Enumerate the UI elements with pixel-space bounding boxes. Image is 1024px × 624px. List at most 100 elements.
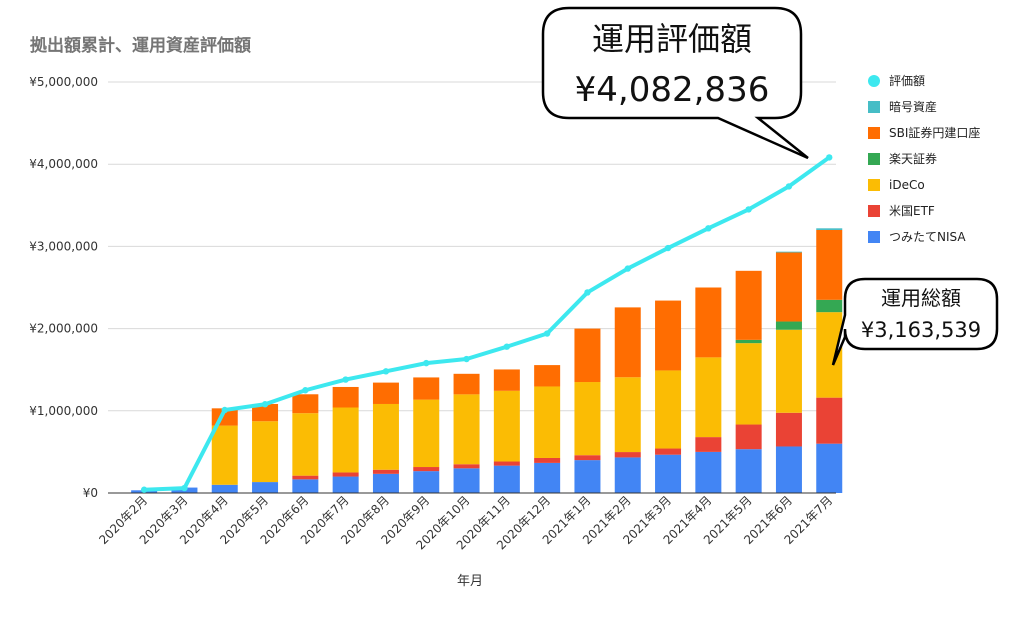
chart-title: 拠出額累計、運用資産評価額 — [30, 35, 251, 56]
callout-title: 運用評価額 — [592, 20, 752, 58]
legend-label: iDeCo — [889, 178, 925, 192]
bar-segment — [372, 473, 399, 493]
y-tick-label: ¥1,000,000 — [29, 404, 98, 418]
bar-segment — [816, 397, 843, 444]
legend-item: 米国ETF — [868, 204, 935, 218]
bars — [131, 228, 843, 493]
bar-segment — [655, 448, 682, 455]
line-point — [221, 406, 228, 414]
bar-segment — [775, 446, 802, 493]
bar-segment — [372, 382, 399, 404]
line-point — [503, 343, 511, 350]
legend-label: 米国ETF — [889, 204, 935, 218]
bar-segment — [493, 465, 520, 493]
legend-item: 評価額 — [868, 73, 925, 88]
line-point — [745, 206, 752, 213]
legend-label: 暗号資産 — [889, 99, 937, 114]
legend-swatch — [868, 75, 880, 87]
bar-segment — [735, 270, 762, 340]
line-point — [423, 359, 430, 367]
legend-label: 楽天証券 — [889, 151, 937, 166]
legend-label: SBI証券円建口座 — [889, 125, 980, 140]
bar-segment — [655, 300, 682, 371]
bar-segment — [614, 452, 641, 458]
legend-label: つみたてNISA — [889, 230, 966, 244]
callout-bubble — [831, 277, 999, 366]
legend-swatch — [868, 231, 880, 243]
line-point — [785, 183, 793, 190]
line-point — [181, 484, 188, 492]
legend-swatch — [868, 153, 880, 165]
y-tick-label: ¥0 — [83, 486, 98, 500]
bar-segment — [493, 369, 520, 391]
bar-segment — [735, 424, 762, 450]
valuation-line — [140, 154, 833, 493]
legend-item: つみたてNISA — [868, 230, 966, 244]
bar-segment — [413, 399, 440, 468]
bar-segment — [816, 443, 843, 493]
callout-title: 運用総額 — [881, 286, 961, 310]
bar-segment — [695, 437, 722, 452]
bar-segment — [735, 343, 762, 425]
line-series-path — [142, 155, 832, 492]
bar-segment — [493, 461, 520, 466]
bar-segment — [372, 469, 399, 474]
callout-value: ¥3,163,539 — [861, 318, 981, 342]
line-point — [826, 154, 833, 161]
line-point — [624, 265, 631, 272]
bar-segment — [574, 455, 601, 461]
y-axis-ticks: ¥0 ¥1,000,000 ¥2,000,000 ¥3,000,000 ¥4,000,0… — [29, 75, 98, 500]
bar-segment — [332, 476, 359, 493]
legend-label: 評価額 — [889, 73, 925, 88]
bar-segment — [211, 425, 238, 485]
bar-segment — [655, 454, 682, 493]
legend-item: 楽天証券 — [868, 151, 937, 166]
line-point — [261, 401, 269, 408]
bar-segment — [332, 407, 359, 473]
bar-segment — [252, 421, 279, 483]
bar-segment — [292, 475, 319, 480]
bar-segment — [211, 484, 238, 493]
line-point — [543, 330, 551, 337]
bar-segment — [413, 471, 440, 493]
line-point — [140, 486, 148, 493]
line-point — [342, 376, 349, 383]
legend-swatch — [868, 101, 880, 113]
bar-segment — [775, 321, 802, 330]
bar-segment — [534, 457, 561, 463]
line-point — [463, 355, 470, 363]
bar-segment — [735, 339, 762, 344]
legend-item: SBI証券円建口座 — [868, 125, 980, 140]
bar-segment — [775, 329, 802, 413]
line-point — [705, 225, 712, 232]
bar-segment — [372, 403, 399, 470]
callout-bubble — [541, 6, 809, 160]
bar-segment — [252, 482, 279, 493]
bar-segment — [614, 307, 641, 378]
bar-segment — [534, 386, 561, 458]
bar-segment — [695, 357, 722, 438]
y-tick-label: ¥5,000,000 — [29, 75, 98, 89]
x-axis-ticks: 2020年2月2020年3月2020年4月2020年5月2020年6月2020年… — [96, 493, 835, 552]
bar-segment — [534, 462, 561, 493]
bar-segment — [534, 365, 561, 387]
bar-segment — [614, 457, 641, 493]
legend-item: 暗号資産 — [868, 99, 937, 114]
bar-segment — [655, 370, 682, 449]
legend-swatch — [868, 179, 880, 191]
bar-segment — [493, 390, 520, 462]
x-axis-title: 年月 — [457, 574, 483, 589]
y-tick-label: ¥4,000,000 — [29, 157, 98, 171]
legend-item: iDeCo — [868, 178, 925, 192]
callouts: 運用評価額 ¥4,082,836 運用総額 ¥3,163,539 — [541, 6, 999, 366]
bar-segment — [735, 449, 762, 493]
bar-segment — [775, 251, 802, 253]
bar-segment — [695, 287, 722, 358]
legend-swatch — [868, 127, 880, 139]
bar-segment — [332, 386, 359, 408]
bar-segment — [816, 228, 843, 230]
bar-segment — [332, 472, 359, 477]
bar-segment — [614, 377, 641, 453]
bar-segment — [453, 468, 480, 493]
